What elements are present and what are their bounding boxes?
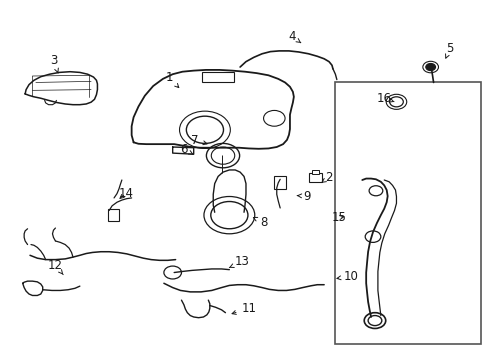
Bar <box>310 173 322 182</box>
Text: 16: 16 <box>376 92 394 105</box>
Text: 10: 10 <box>337 270 359 283</box>
Text: 6: 6 <box>180 143 193 156</box>
Text: 8: 8 <box>253 216 267 229</box>
Circle shape <box>426 63 436 71</box>
Bar <box>274 176 286 189</box>
Text: 13: 13 <box>229 255 249 268</box>
Text: 4: 4 <box>288 30 301 43</box>
Bar <box>202 72 234 82</box>
Text: 5: 5 <box>445 41 454 58</box>
Text: 7: 7 <box>192 134 207 147</box>
Text: 15: 15 <box>331 211 346 224</box>
Bar <box>108 210 119 221</box>
Text: 11: 11 <box>232 302 256 315</box>
Bar <box>335 82 481 344</box>
Text: 2: 2 <box>322 171 333 184</box>
Bar <box>313 170 319 174</box>
Text: 12: 12 <box>48 259 63 275</box>
Text: 14: 14 <box>118 187 133 200</box>
Text: 1: 1 <box>166 71 179 87</box>
Text: 3: 3 <box>50 54 58 73</box>
Text: 9: 9 <box>297 190 310 203</box>
